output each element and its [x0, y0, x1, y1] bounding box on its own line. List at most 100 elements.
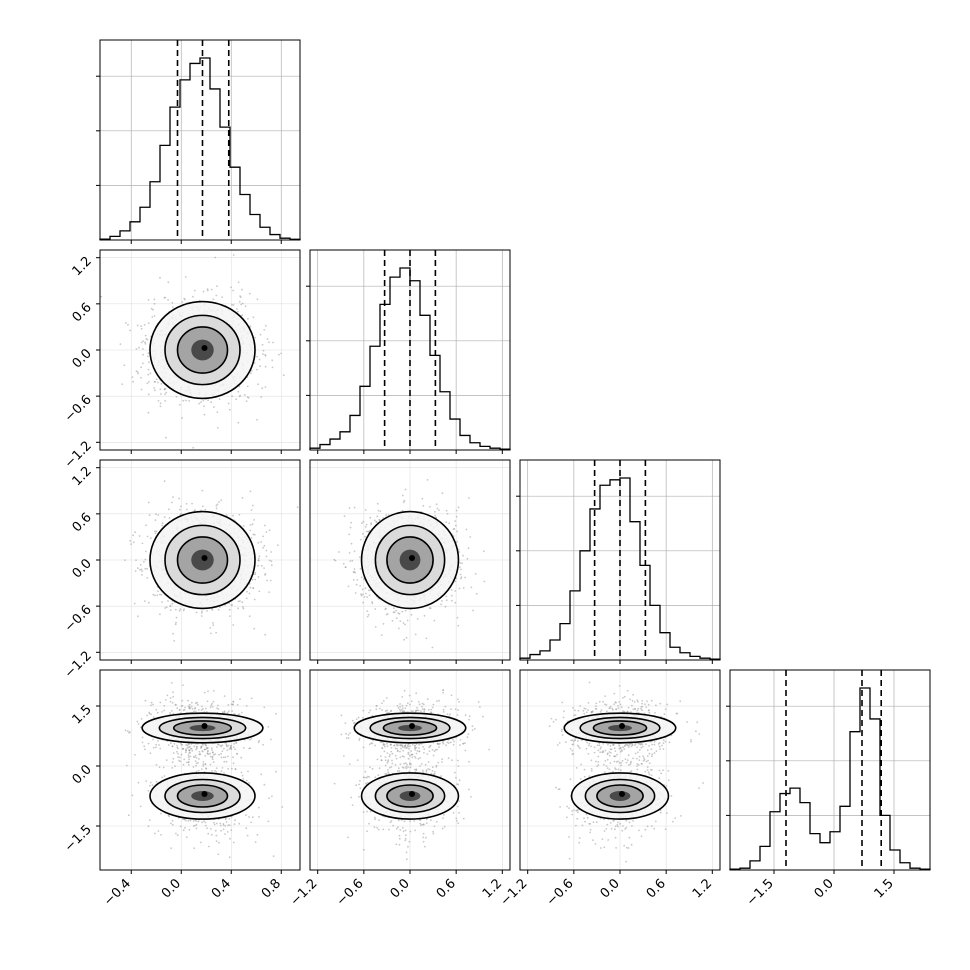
sample-point	[159, 402, 162, 405]
sample-point	[201, 489, 204, 492]
sample-point	[263, 567, 265, 569]
sample-point	[183, 297, 186, 300]
contour-line	[164, 314, 241, 386]
sample-point	[139, 805, 142, 808]
sample-point	[142, 362, 144, 365]
sample-point	[203, 691, 206, 694]
sample-point	[350, 542, 353, 545]
sample-point	[262, 546, 264, 549]
sample-point	[154, 530, 156, 533]
sample-point	[266, 579, 268, 582]
sample-point	[169, 742, 172, 745]
sample-point	[376, 515, 379, 518]
sample-point	[204, 821, 207, 824]
sample-point	[230, 286, 232, 289]
sample-point	[201, 708, 204, 710]
sample-point	[155, 378, 158, 381]
sample-point	[349, 560, 352, 562]
sample-point	[228, 818, 231, 820]
sample-point	[247, 318, 249, 320]
sample-point	[174, 623, 177, 626]
sample-point	[182, 609, 185, 612]
sample-point	[238, 385, 241, 388]
sample-point	[150, 704, 152, 707]
sample-point	[235, 398, 238, 401]
sample-point	[251, 523, 254, 526]
sample-point	[204, 508, 207, 511]
sample-point	[239, 295, 242, 297]
sample-point	[410, 613, 413, 616]
sample-point	[185, 749, 188, 752]
sample-point	[164, 296, 166, 299]
sample-point	[264, 524, 266, 527]
sample-point	[229, 746, 232, 749]
hist-panel-0	[96, 40, 301, 240]
sample-point	[438, 509, 440, 512]
sample-point	[360, 593, 362, 596]
sample-point	[171, 306, 174, 308]
sample-point	[175, 832, 177, 835]
sample-point	[183, 608, 186, 610]
sample-point	[179, 508, 181, 511]
sample-point	[448, 522, 451, 525]
sample-point	[252, 533, 255, 536]
sample-point	[371, 601, 373, 603]
sample-point	[119, 343, 122, 345]
sample-point	[261, 387, 264, 390]
sample-point	[232, 304, 235, 306]
sample-point	[250, 509, 253, 511]
sample-point	[242, 607, 245, 610]
sample-point	[187, 754, 190, 756]
sample-point	[165, 606, 168, 609]
sample-point	[163, 705, 166, 707]
sample-point	[257, 557, 260, 560]
sample-point	[397, 612, 400, 614]
sample-point	[231, 395, 234, 398]
sample-point	[190, 747, 193, 750]
sample-point	[147, 352, 150, 355]
sample-point	[157, 830, 160, 832]
sample-point	[181, 301, 184, 303]
sample-point	[179, 608, 182, 610]
sample-point	[125, 322, 127, 324]
sample-point	[184, 819, 187, 822]
sample-point	[211, 833, 213, 836]
sample-point	[228, 608, 231, 611]
sample-point	[172, 695, 175, 698]
sample-point	[127, 814, 130, 817]
sample-point	[353, 550, 356, 553]
sample-point	[467, 547, 470, 550]
sample-point	[250, 697, 253, 700]
sample-point	[147, 411, 150, 414]
sample-point	[398, 627, 400, 630]
sample-point	[189, 819, 192, 822]
sample-point	[261, 343, 264, 346]
sample-point	[158, 744, 160, 746]
sample-point	[231, 710, 234, 712]
sample-point	[342, 562, 345, 565]
sample-point	[250, 537, 253, 539]
sample-point	[227, 710, 230, 712]
sample-point	[144, 567, 147, 570]
sample-point	[348, 552, 351, 554]
sample-point	[166, 694, 169, 697]
sample-point	[454, 520, 457, 522]
sample-point	[257, 559, 260, 562]
sample-point	[146, 535, 149, 538]
sample-point	[224, 824, 227, 827]
sample-point	[194, 754, 197, 757]
sample-point	[194, 509, 197, 511]
sample-point	[207, 399, 210, 402]
sample-point	[267, 726, 270, 728]
sample-point	[268, 591, 271, 593]
sample-point	[373, 519, 376, 522]
sample-point	[210, 632, 212, 635]
contour-line	[164, 524, 241, 596]
sample-point	[140, 376, 142, 379]
sample-point	[361, 522, 363, 524]
sample-point	[197, 769, 200, 772]
sample-point	[258, 358, 261, 361]
sample-point	[185, 399, 187, 402]
sample-point	[472, 609, 474, 612]
sample-point	[237, 390, 240, 393]
